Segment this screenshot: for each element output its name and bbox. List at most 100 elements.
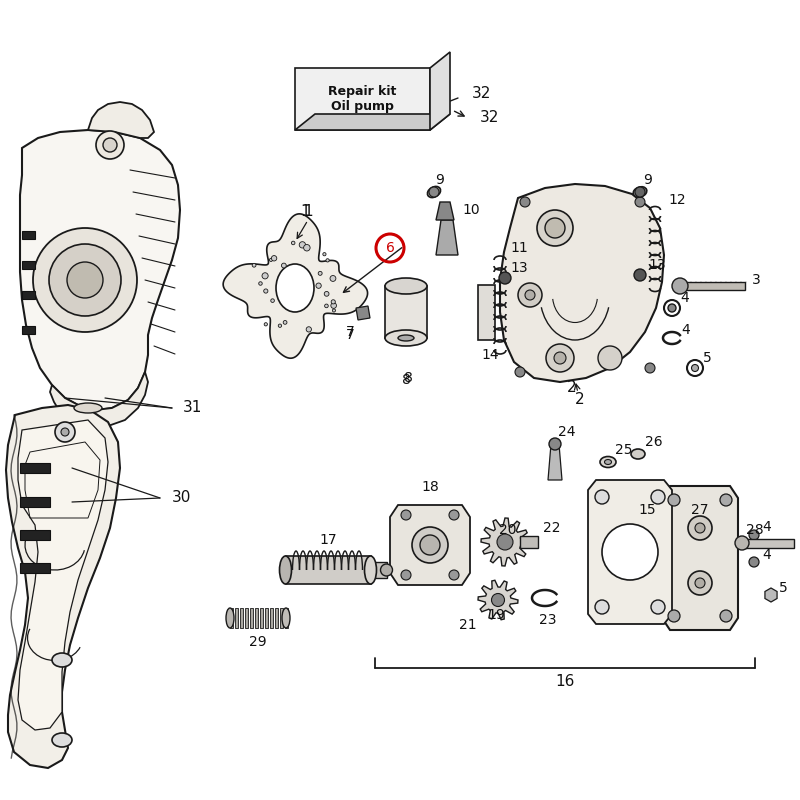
Polygon shape [20, 463, 50, 473]
Circle shape [546, 344, 574, 372]
Circle shape [651, 600, 665, 614]
Bar [680, 282, 745, 290]
Text: 1: 1 [303, 205, 313, 219]
Polygon shape [255, 608, 258, 628]
Ellipse shape [398, 335, 414, 341]
Text: 19: 19 [487, 608, 505, 622]
Circle shape [668, 610, 680, 622]
Circle shape [449, 510, 459, 520]
Polygon shape [275, 608, 278, 628]
Circle shape [515, 367, 525, 377]
Polygon shape [250, 608, 253, 628]
Text: 18: 18 [421, 480, 439, 494]
Circle shape [545, 218, 565, 238]
Circle shape [323, 253, 326, 256]
Ellipse shape [282, 608, 290, 628]
Text: 16: 16 [555, 674, 574, 690]
Circle shape [331, 302, 337, 308]
Polygon shape [6, 405, 120, 768]
Polygon shape [295, 68, 430, 130]
Text: 30: 30 [172, 490, 191, 506]
Text: 5: 5 [779, 581, 788, 595]
Ellipse shape [600, 457, 616, 467]
Text: 28: 28 [746, 523, 764, 537]
Ellipse shape [605, 459, 611, 465]
Circle shape [672, 278, 688, 294]
Polygon shape [18, 420, 108, 730]
Circle shape [326, 258, 330, 262]
Circle shape [668, 304, 676, 312]
Circle shape [429, 187, 439, 197]
Circle shape [688, 571, 712, 595]
Circle shape [262, 273, 268, 279]
Circle shape [497, 534, 513, 550]
Text: 32: 32 [480, 110, 499, 125]
Polygon shape [20, 563, 50, 573]
Text: 24: 24 [558, 425, 575, 439]
Circle shape [103, 138, 117, 152]
Ellipse shape [385, 278, 427, 294]
Ellipse shape [52, 733, 72, 747]
Polygon shape [500, 184, 664, 382]
Polygon shape [548, 444, 562, 480]
Text: 11: 11 [510, 241, 528, 255]
Circle shape [595, 600, 609, 614]
Ellipse shape [226, 608, 234, 628]
Text: 3: 3 [752, 273, 761, 287]
Text: 2: 2 [575, 393, 585, 407]
Text: 21: 21 [459, 618, 477, 632]
Text: 31: 31 [183, 401, 202, 415]
Polygon shape [22, 291, 35, 299]
Circle shape [67, 262, 103, 298]
Text: 23: 23 [539, 613, 557, 627]
Circle shape [651, 490, 665, 504]
Circle shape [412, 527, 448, 563]
Text: 7: 7 [346, 325, 354, 339]
Circle shape [720, 610, 732, 622]
Circle shape [316, 283, 322, 288]
Polygon shape [50, 372, 148, 428]
Text: 20: 20 [499, 523, 517, 537]
Circle shape [595, 490, 609, 504]
Circle shape [96, 131, 124, 159]
Text: 17: 17 [319, 533, 337, 547]
Circle shape [549, 438, 561, 450]
Polygon shape [436, 220, 458, 255]
Text: 2: 2 [567, 381, 577, 395]
Circle shape [61, 428, 69, 436]
Polygon shape [22, 261, 35, 269]
Bar [286, 556, 370, 584]
Text: 8: 8 [403, 371, 413, 385]
Circle shape [283, 321, 287, 324]
Text: 8: 8 [402, 373, 410, 387]
Polygon shape [478, 285, 495, 340]
Text: 1: 1 [300, 205, 310, 219]
Circle shape [499, 272, 511, 284]
Circle shape [749, 530, 759, 540]
Circle shape [634, 269, 646, 281]
Circle shape [691, 365, 698, 371]
Polygon shape [430, 52, 450, 130]
Circle shape [735, 536, 749, 550]
Polygon shape [478, 580, 518, 620]
Polygon shape [260, 608, 263, 628]
Circle shape [304, 245, 310, 251]
Circle shape [602, 524, 658, 580]
Bar [370, 562, 386, 578]
Text: 4: 4 [681, 323, 690, 337]
Circle shape [645, 363, 655, 373]
Ellipse shape [634, 186, 646, 198]
Circle shape [270, 299, 274, 302]
Circle shape [264, 322, 267, 326]
Circle shape [264, 289, 268, 293]
Bar [385, 286, 427, 338]
Polygon shape [20, 497, 50, 507]
Polygon shape [356, 306, 370, 320]
Polygon shape [265, 608, 268, 628]
Circle shape [306, 326, 311, 332]
Circle shape [331, 300, 335, 304]
Polygon shape [270, 608, 273, 628]
Ellipse shape [74, 403, 102, 413]
Text: 4: 4 [680, 291, 689, 305]
Polygon shape [22, 231, 35, 239]
